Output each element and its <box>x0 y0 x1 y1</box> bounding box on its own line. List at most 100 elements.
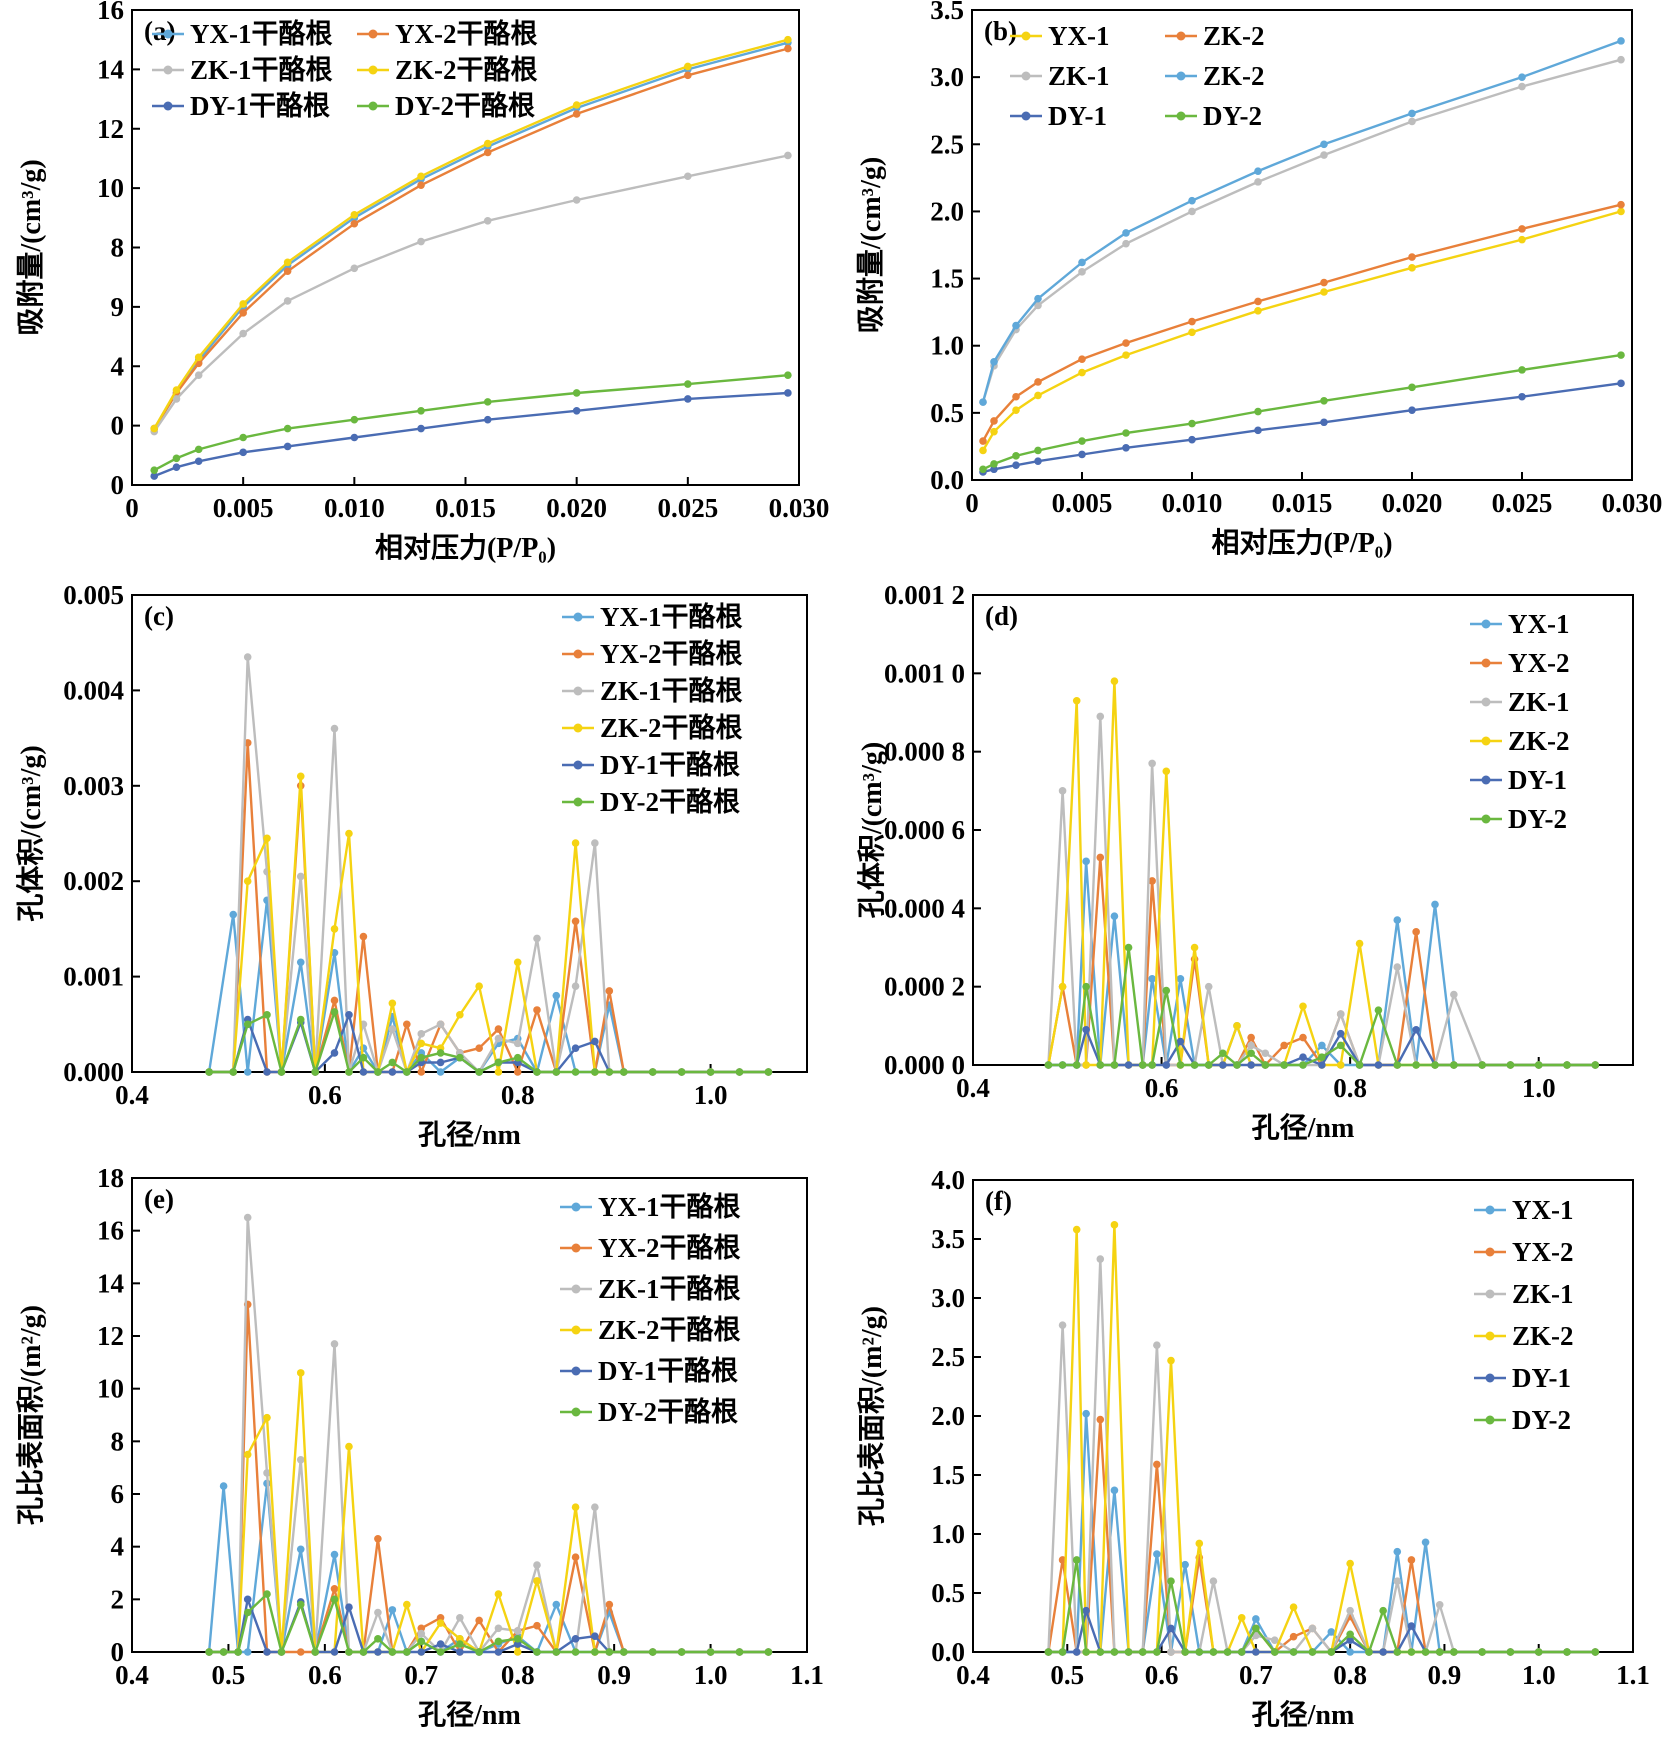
data-point <box>483 415 492 424</box>
data-point <box>359 1648 368 1656</box>
data-point <box>150 424 159 433</box>
data-point <box>403 1600 411 1609</box>
data-point <box>1082 1606 1090 1615</box>
data-point <box>533 1648 541 1656</box>
data-point <box>330 925 339 933</box>
data-point <box>572 196 581 204</box>
data-point <box>1431 1061 1439 1069</box>
data-point <box>1393 1061 1402 1069</box>
y-tick-label: 16 <box>97 0 124 25</box>
data-point <box>1153 1550 1161 1558</box>
data-point <box>388 1606 397 1614</box>
data-point <box>330 724 339 733</box>
data-point <box>350 264 359 273</box>
data-point <box>1167 1577 1175 1585</box>
data-point <box>239 300 247 308</box>
data-point <box>1058 982 1067 991</box>
data-point <box>243 1213 252 1222</box>
data-point <box>296 1455 305 1464</box>
data-point <box>1209 1648 1218 1656</box>
data-point <box>1138 1648 1147 1656</box>
data-point <box>1617 207 1625 216</box>
legend-swatch-marker <box>1176 31 1186 41</box>
data-point <box>417 1068 426 1076</box>
data-point <box>345 1442 353 1451</box>
legend-item: ZK-2 <box>1474 1321 1574 1351</box>
data-point <box>677 1648 686 1656</box>
legend-item: DY-1 <box>1010 101 1107 131</box>
data-point <box>311 1068 320 1076</box>
data-point <box>263 1068 271 1076</box>
data-point <box>1563 1648 1571 1656</box>
data-point <box>1591 1648 1600 1656</box>
data-point <box>388 1068 397 1076</box>
data-point <box>1223 1648 1232 1656</box>
y-tick-label: 2 <box>111 1584 125 1614</box>
data-point <box>1181 1560 1189 1569</box>
legend-item: DY-2 <box>1165 101 1262 131</box>
legend-label: DY-2干酪根 <box>598 1397 738 1427</box>
data-point <box>1233 1061 1241 1069</box>
data-point <box>1407 1622 1416 1630</box>
data-point <box>619 1068 628 1076</box>
series-line <box>1048 1609 1596 1654</box>
x-tick-label: 0 <box>965 488 979 518</box>
x-tick-label: 0.5 <box>212 1660 246 1690</box>
data-point <box>1044 1061 1053 1069</box>
data-point <box>533 934 541 943</box>
data-point <box>1252 1624 1260 1633</box>
series-line <box>1047 1418 1596 1654</box>
legend-swatch-marker <box>1481 814 1491 824</box>
data-point <box>1280 1041 1288 1050</box>
data-point <box>1346 1636 1354 1644</box>
data-point <box>172 395 181 403</box>
y-tick-label: 3.0 <box>931 1283 965 1313</box>
data-point <box>1247 1041 1255 1050</box>
y-tick-label: 0.000 0 <box>884 1050 965 1080</box>
data-point <box>194 371 203 379</box>
data-point <box>194 353 203 362</box>
series-line <box>981 210 1622 452</box>
x-tick-label: 1.0 <box>694 1660 728 1690</box>
data-point <box>571 1068 580 1076</box>
data-point <box>263 1590 271 1598</box>
legend-item: YX-2干酪根 <box>562 639 743 669</box>
data-point <box>359 1068 368 1076</box>
data-point <box>552 991 561 1000</box>
data-point <box>150 472 159 480</box>
legend-swatch-marker <box>573 686 583 696</box>
legend-label: DY-1干酪根 <box>598 1356 738 1386</box>
data-point <box>571 839 580 847</box>
data-point <box>764 1068 773 1076</box>
data-point <box>330 1550 339 1559</box>
data-point <box>374 1648 382 1656</box>
data-point <box>1188 317 1196 326</box>
legend-swatch-marker <box>1481 658 1491 668</box>
y-tick-label: 9 <box>111 292 125 322</box>
data-point <box>1247 1061 1255 1069</box>
legend-item: ZK-1干酪根 <box>152 55 333 85</box>
data-point <box>1374 1061 1383 1069</box>
y-tick-label: 14 <box>97 1268 124 1298</box>
x-axis-label: 相对压力(P/P₀) <box>1211 527 1392 559</box>
y-tick-label: 1.0 <box>930 331 964 361</box>
data-point <box>990 427 998 436</box>
data-point <box>1393 1648 1402 1656</box>
data-point <box>1082 982 1090 991</box>
legend-label: YX-2 <box>1508 648 1570 678</box>
data-point <box>1299 1053 1307 1061</box>
data-point <box>296 1545 305 1554</box>
legend-swatch-marker <box>1481 736 1491 746</box>
data-point <box>1617 55 1625 64</box>
data-point <box>684 62 692 71</box>
data-point <box>1072 696 1081 705</box>
data-point <box>1181 1648 1189 1656</box>
data-point <box>417 181 425 189</box>
data-point <box>552 1068 561 1076</box>
data-point <box>1327 1648 1336 1656</box>
legend-label: YX-2干酪根 <box>598 1233 741 1263</box>
data-point <box>1078 437 1086 445</box>
legend-label: YX-2干酪根 <box>395 19 538 49</box>
legend-swatch-marker <box>1485 1415 1495 1425</box>
series-DY-2 <box>205 1590 773 1656</box>
